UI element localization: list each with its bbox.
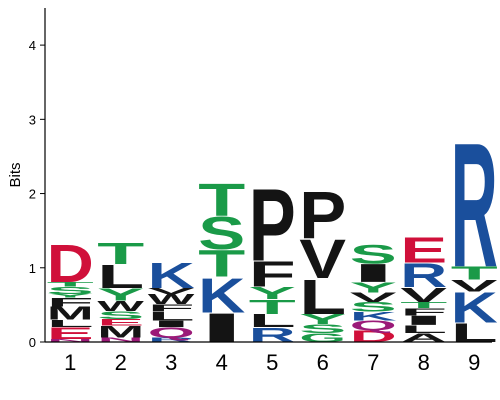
logo-letter-f: F (148, 302, 195, 314)
x-axis: 1 2 3 4 5 6 7 8 9 (45, 341, 492, 375)
y-axis: 0 1 2 3 4 (29, 8, 46, 350)
logo-letter-i: I (400, 313, 447, 328)
x-tick-label: 2 (115, 350, 127, 375)
logo-letter-k: K (350, 309, 397, 323)
logo-letter-p: P (299, 178, 346, 253)
logo-letter-r: R (400, 257, 447, 295)
y-tick-label: 0 (29, 335, 36, 350)
logo-letter-t: T (451, 263, 498, 284)
logo-letter-l: L (148, 309, 195, 323)
y-axis-title: Bits (7, 162, 24, 187)
logo-letter-l: L (400, 323, 447, 336)
logo-letter-m: M (97, 322, 144, 341)
logo-letter-p: P (249, 167, 296, 283)
logo-letter-l: L (249, 310, 296, 331)
logo-letter-l: L (451, 318, 498, 348)
logo-letter-s: S (47, 284, 94, 296)
logo-letter-q: Q (148, 325, 195, 341)
plot-area: NELMFYSTDNMESWYLTRQILFWVKIKTSTRLTYFPGSYL… (47, 107, 498, 351)
x-tick-label: 6 (317, 350, 329, 375)
logo-letter-k: K (198, 269, 245, 324)
logo-letter-s: S (350, 240, 397, 270)
logo-letter-y: Y (97, 285, 144, 304)
logo-letter-s: S (350, 299, 397, 314)
logo-letter-e: E (97, 317, 144, 327)
logo-letter-i: I (148, 319, 195, 329)
logo-letter-y: Y (47, 293, 94, 299)
logo-letter-e: E (47, 324, 94, 342)
logo-letter-n: N (97, 336, 144, 343)
logo-letter-t: T (400, 300, 447, 309)
x-tick-label: 5 (266, 350, 278, 375)
logo-letter-r: R (249, 324, 296, 347)
logo-letter-v: V (148, 286, 195, 295)
logo-letter-a: A (400, 331, 447, 345)
x-tick-label: 9 (468, 350, 480, 375)
logo-letter-f: F (47, 295, 94, 309)
y-tick-label: 4 (29, 38, 36, 53)
y-tick-label: 3 (29, 112, 36, 127)
x-tick-label: 4 (216, 350, 228, 375)
logo-letter-r: R (451, 107, 498, 305)
logo-letter-t: T (249, 295, 296, 318)
logo-letter-i: I (350, 259, 397, 288)
logo-letter-s: S (97, 309, 144, 322)
logo-letter-v: V (400, 283, 447, 306)
logo-letter-l: L (299, 269, 346, 325)
logo-letter-i: I (198, 305, 245, 351)
y-tick-label: 2 (29, 187, 36, 202)
logo-letter-s: S (299, 322, 346, 336)
logo-letter-k: K (451, 284, 498, 333)
logo-letter-v: V (350, 290, 397, 305)
x-tick-label: 1 (64, 350, 76, 375)
logo-letter-m: M (47, 303, 94, 324)
logo-letter-s: S (198, 207, 245, 259)
logo-letter-n: N (47, 338, 94, 343)
logo-letter-v: V (451, 277, 498, 295)
logo-letter-t: T (97, 237, 144, 271)
x-tick-label: 7 (367, 350, 379, 375)
logo-letter-y: Y (299, 311, 346, 327)
y-tick-label: 1 (29, 261, 36, 276)
logo-letter-y: Y (249, 283, 296, 302)
logo-letter-f: F (249, 254, 296, 294)
logo-letter-d: D (350, 327, 397, 345)
logo-letter-e: E (400, 230, 447, 271)
logo-letter-v: V (299, 229, 346, 291)
logo-letter-w: W (148, 291, 196, 307)
logo-letter-d: D (47, 233, 94, 293)
logo-letter-l: L (97, 258, 144, 295)
logo-letter-y: Y (350, 279, 397, 295)
logo-letter-k: K (148, 256, 195, 296)
logo-letter-t: T (198, 242, 245, 285)
logo-letter-f: F (400, 306, 447, 318)
logo-letter-t: T (47, 281, 94, 288)
logo-letter-r: R (148, 336, 195, 343)
x-tick-label: 3 (165, 350, 177, 375)
logo-letter-l: L (47, 318, 94, 330)
logo-letter-t: T (198, 174, 245, 226)
logo-letter-q: Q (350, 318, 397, 333)
x-tick-label: 8 (418, 350, 430, 375)
logo-letter-w: W (97, 298, 145, 314)
